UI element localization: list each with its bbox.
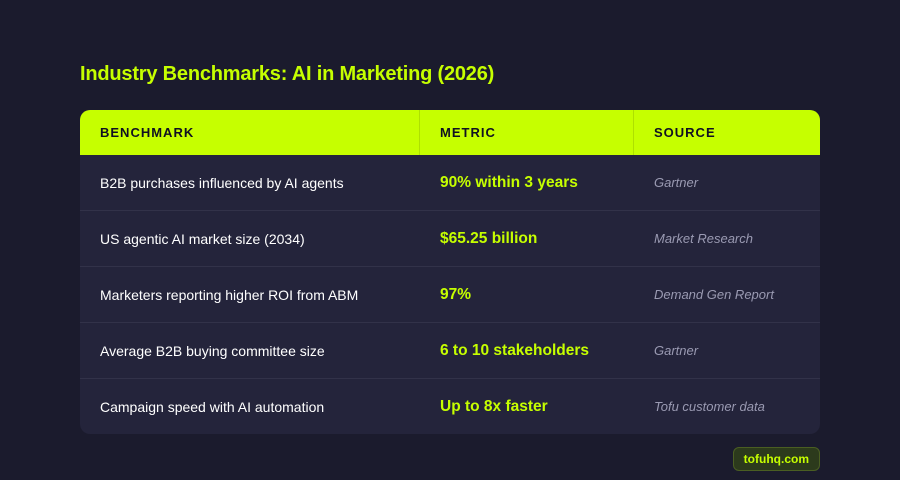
source-cell: Market Research [654, 231, 753, 246]
metric-cell: $65.25 billion [440, 229, 538, 247]
brand-badge[interactable]: tofuhq.com [732, 447, 820, 471]
table-row: B2B purchases influenced by AI agents 90… [80, 155, 820, 210]
benchmarks-table: BENCHMARK METRIC SOURCE B2B purchases in… [80, 110, 820, 434]
benchmark-cell: Average B2B buying committee size [100, 342, 325, 359]
table-row: Campaign speed with AI automation Up to … [80, 378, 820, 434]
header-metric: METRIC [420, 110, 634, 155]
table-row: Average B2B buying committee size 6 to 1… [80, 322, 820, 378]
benchmark-cell: Marketers reporting higher ROI from ABM [100, 286, 359, 303]
source-cell: Demand Gen Report [654, 287, 774, 302]
table-row: Marketers reporting higher ROI from ABM … [80, 266, 820, 322]
source-cell: Tofu customer data [654, 399, 765, 414]
metric-cell: Up to 8x faster [440, 397, 548, 415]
metric-cell: 90% within 3 years [440, 173, 578, 191]
source-cell: Gartner [654, 175, 699, 190]
header-source: SOURCE [654, 125, 716, 140]
source-cell: Gartner [654, 343, 699, 358]
benchmark-cell: B2B purchases influenced by AI agents [100, 174, 344, 191]
benchmark-cell: US agentic AI market size (2034) [100, 230, 305, 247]
metric-cell: 6 to 10 stakeholders [440, 341, 590, 359]
page-title: Industry Benchmarks: AI in Marketing (20… [80, 63, 495, 85]
header-benchmark: BENCHMARK [80, 110, 420, 155]
table-header: BENCHMARK METRIC SOURCE [80, 110, 820, 155]
benchmark-cell: Campaign speed with AI automation [100, 398, 325, 415]
metric-cell: 97% [440, 285, 472, 303]
table-row: US agentic AI market size (2034) $65.25 … [80, 210, 820, 266]
